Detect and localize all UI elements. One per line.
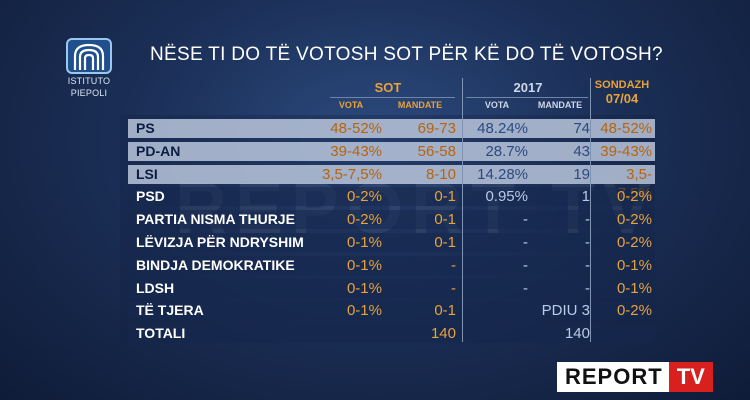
row-sot-vota: 39-43% — [330, 142, 382, 160]
row-2017-vota — [466, 324, 528, 343]
header-sot: SOT — [374, 80, 402, 95]
row-sot-vota: 0-1% — [346, 302, 382, 320]
row-sondazh: 0-1% — [616, 279, 652, 297]
row-2017-vota — [466, 301, 528, 320]
row-sot-mandate: 56-58 — [417, 142, 456, 160]
row-sot-vota: 3,5-7,5% — [321, 165, 382, 183]
row-sondazh: 0-2% — [616, 234, 652, 251]
logo-text-line2: PIEPOLI — [70, 88, 108, 98]
row-2017-mandate: 74 — [573, 120, 590, 137]
row-2017-mandate: PDIU 3 — [541, 302, 590, 320]
row-sot-vota — [320, 324, 382, 343]
row-sondazh: 0-2% — [616, 211, 652, 229]
row-2017-mandate: - — [585, 279, 590, 297]
row-sot-vota: 0-2% — [346, 188, 382, 206]
row-name: TOTALI — [136, 325, 186, 342]
row-2017-mandate: 19 — [573, 165, 590, 183]
row-2017-vota: 0.95% — [485, 188, 528, 206]
row-2017-mandate: - — [585, 211, 590, 229]
row-sot-mandate: 0-1 — [434, 211, 456, 229]
brand-tv: TV — [668, 362, 713, 392]
report-tv-brand: REPORT TV — [557, 362, 713, 392]
row-2017-vota: - — [523, 256, 528, 274]
row-2017-mandate: 43 — [573, 142, 590, 160]
row-name: LDSH — [136, 279, 175, 296]
subheader-sot-mandate: MANDATE — [397, 100, 443, 110]
table-row: BINDJA DEMOKRATIKE 0-1% - - - 0-1% — [128, 255, 655, 275]
row-2017-vota: - — [523, 211, 528, 229]
logo-arch-icon — [66, 38, 112, 74]
table-row: LËVIZJA PËR NDRYSHIM 0-1% 0-1 - - 0-2% — [128, 233, 655, 252]
header-sondazh: SONDAZH 07/04 — [592, 79, 652, 105]
row-sondazh: 0-2% — [616, 302, 652, 320]
row-sondazh: 48-52% — [600, 120, 652, 137]
row-sondazh: 0-1% — [616, 256, 652, 274]
row-name: TË TJERA — [136, 302, 204, 319]
row-2017-mandate: 140 — [564, 325, 590, 343]
row-sot-mandate: - — [451, 256, 456, 274]
logo-text-line1: ISTITUTO — [67, 76, 111, 86]
row-name: LËVIZJA PËR NDRYSHIM — [136, 234, 304, 250]
brand-report: REPORT — [557, 362, 669, 392]
row-sot-mandate: 8-10 — [425, 165, 456, 183]
table-row: TOTALI 140 140 — [128, 324, 655, 344]
row-sondazh — [592, 324, 652, 343]
row-2017-mandate: - — [585, 256, 590, 274]
row-sot-mandate: 0-1 — [434, 302, 456, 320]
row-sondazh: 39-43% — [600, 142, 652, 160]
row-sondazh: 0-2% — [616, 188, 652, 206]
header-sondazh-label: SONDAZH — [594, 79, 650, 91]
row-sot-vota: 48-52% — [330, 120, 382, 137]
subheader-sot-vota: VOTA — [338, 100, 364, 110]
header-divider-2017 — [466, 97, 588, 98]
row-sot-mandate: 69-73 — [417, 120, 456, 137]
row-name: PD-AN — [136, 142, 181, 159]
header-sondazh-date: 07/04 — [605, 91, 639, 106]
row-sondazh: 3,5-7,5% — [618, 165, 652, 202]
subheader-2017-vota: VOTA — [484, 100, 510, 110]
row-2017-vota: 28.7% — [485, 142, 528, 160]
istituto-piepoli-logo: ISTITUTO PIEPOLI — [66, 38, 112, 98]
row-sot-vota: 0-1% — [346, 234, 382, 251]
subheader-2017-mandate: MANDATE — [537, 100, 583, 110]
row-sot-mandate: 140 — [430, 325, 456, 343]
row-2017-vota: 14.28% — [477, 165, 528, 183]
row-2017-vota: - — [523, 234, 528, 251]
row-name: PSD — [136, 188, 165, 205]
table-row: PARTIA NISMA THURJE 0-2% 0-1 - - 0-2% — [128, 210, 655, 230]
column-divider-2 — [590, 78, 591, 342]
row-sot-vota: 0-2% — [346, 211, 382, 229]
row-sot-vota: 0-1% — [346, 279, 382, 297]
poll-title: NËSE TI DO TË VOTOSH SOT PËR KË DO TË VO… — [150, 44, 663, 65]
row-sot-mandate: - — [451, 279, 456, 297]
row-name: PS — [136, 120, 155, 136]
row-2017-mandate: 1 — [581, 188, 590, 206]
row-sot-vota: 0-1% — [346, 256, 382, 274]
row-2017-vota: 48.24% — [477, 120, 528, 137]
table-row: TË TJERA 0-1% 0-1 PDIU 3 0-2% — [128, 301, 655, 321]
row-name: LSI — [136, 165, 158, 182]
row-name: PARTIA NISMA THURJE — [136, 211, 295, 228]
table-row: LSI 3,5-7,5% 8-10 14.28% 19 3,5-7,5% — [128, 164, 655, 202]
header-divider-sot — [330, 97, 455, 98]
row-sot-mandate: 0-1 — [434, 188, 456, 206]
row-sot-mandate: 0-1 — [434, 234, 456, 251]
column-divider-1 — [462, 78, 463, 342]
table-row: PSD 0-2% 0-1 0.95% 1 0-2% — [128, 187, 655, 207]
row-name: BINDJA DEMOKRATIKE — [136, 256, 295, 273]
table-row: PS 48-52% 69-73 48.24% 74 48-52% — [128, 119, 655, 138]
row-2017-mandate: - — [585, 234, 590, 251]
row-2017-vota: - — [523, 279, 528, 297]
table-row: LDSH 0-1% - - - 0-1% — [128, 278, 655, 298]
table-row: PD-AN 39-43% 56-58 28.7% 43 39-43% — [128, 141, 655, 161]
header-2017: 2017 — [513, 80, 543, 95]
